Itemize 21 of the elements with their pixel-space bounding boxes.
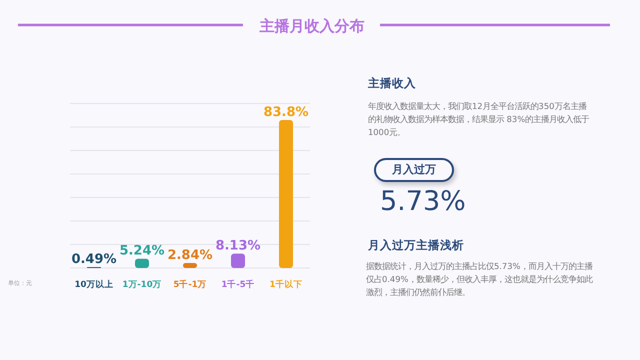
text: 据数据统计，月入过万的主播占比仅5.73%，而月入十万的主播仅占0.49%，数量稀少，但收入丰厚，这也就是为什么竞争如此激烈，主播们仍然前仆后继。 (366, 260, 594, 299)
text: 主播收入 (368, 76, 416, 91)
bar (183, 262, 197, 268)
data-label: 0.49% (71, 252, 117, 268)
bar (135, 258, 149, 268)
text: 月入过万 (374, 158, 454, 182)
x-tick-label: 5千-1万 (173, 279, 207, 290)
x-tick-label: 1万-10万 (122, 280, 162, 290)
text: 5.73% (380, 186, 466, 217)
data-label: 8.13% (215, 238, 261, 254)
x-tick-label: 1千以下 (270, 279, 302, 290)
text: 月入过万主播浅析 (368, 238, 464, 253)
x-tick-label: 10万以上 (74, 279, 114, 290)
bar (279, 120, 293, 268)
data-label: 83.8% (263, 105, 309, 120)
text: 年度收入数据量太大，我们取12月全平台活跃的350万名主播的礼物收入数据为样本数据，结果显示 83%的主播月收入低于1000元。 (368, 100, 590, 139)
data-label: 2.84% (167, 248, 213, 263)
chart-title: 主播月收入分布 (258, 17, 364, 35)
x-tick-label: 1千-5千 (221, 279, 255, 290)
bar (231, 254, 245, 268)
data-label: 5.24% (119, 244, 165, 259)
